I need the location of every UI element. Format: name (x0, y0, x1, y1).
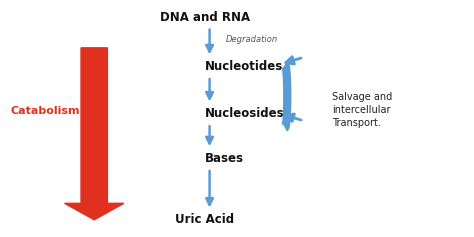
FancyArrow shape (64, 48, 124, 220)
Text: DNA and RNA: DNA and RNA (160, 11, 250, 24)
Text: Salvage and
intercellular
Transport.: Salvage and intercellular Transport. (332, 92, 392, 128)
Text: Nucleotides: Nucleotides (205, 60, 283, 73)
Text: Uric Acid: Uric Acid (175, 213, 235, 226)
Text: Degradation: Degradation (226, 35, 278, 44)
Text: Bases: Bases (205, 152, 244, 165)
Text: Catabolism: Catabolism (10, 106, 80, 116)
Text: Nucleosides: Nucleosides (205, 107, 284, 120)
